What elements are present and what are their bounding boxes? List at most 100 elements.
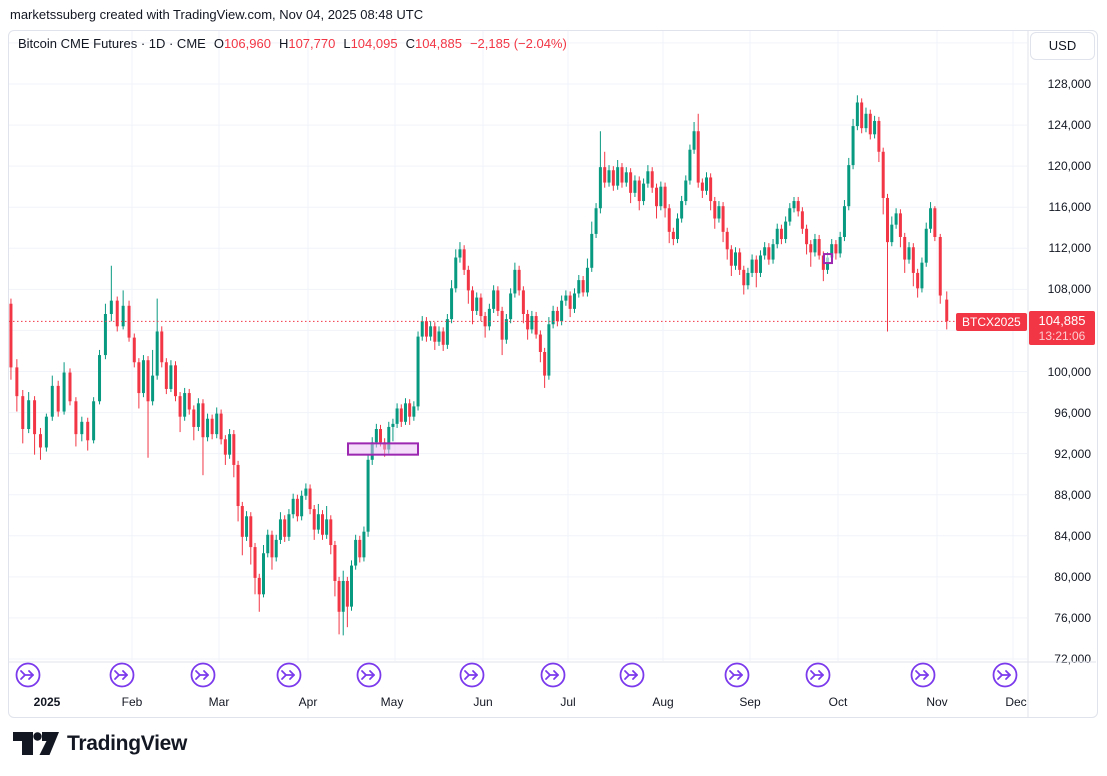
candle-body (590, 233, 594, 268)
candle-body (341, 580, 345, 612)
candle-body (308, 488, 312, 510)
candle-body (521, 290, 525, 314)
candle-body (98, 355, 102, 402)
time-axis-label: Jun (473, 695, 493, 709)
candle-body (629, 172, 633, 193)
candle-body (146, 360, 150, 402)
candle-body (420, 321, 424, 337)
candle-body (771, 244, 775, 260)
candle-body (813, 239, 817, 253)
candle-body (471, 290, 475, 311)
candle-body (62, 372, 66, 412)
candle-body (805, 228, 809, 245)
contract-rollover-icon[interactable] (910, 662, 936, 688)
candle-body (141, 360, 145, 394)
candle-body (659, 186, 663, 207)
candle-body (223, 439, 227, 455)
price-axis-label: 128,000 (1047, 77, 1091, 91)
candle-body (688, 149, 692, 181)
candle-body (847, 165, 851, 207)
candle-body (206, 418, 210, 438)
candle-body (763, 247, 767, 256)
candle-body (379, 429, 382, 443)
candle-body (684, 180, 688, 202)
candle-body (607, 170, 611, 183)
candle-body (266, 534, 270, 554)
price-axis-label: 124,000 (1047, 118, 1091, 133)
contract-rollover-icon[interactable] (619, 662, 645, 688)
contract-rollover-icon[interactable] (540, 662, 566, 688)
candle-body (21, 396, 25, 429)
price-axis-label: 96,000 (1054, 405, 1091, 420)
change-value: −2,185 (−2.04%) (469, 36, 567, 51)
symbol-title[interactable]: Bitcoin CME Futures · 1D · CME (18, 36, 206, 51)
candle-body (240, 506, 244, 537)
candle-body (564, 295, 568, 301)
candle-body (187, 393, 191, 410)
candle-body (572, 293, 576, 309)
contract-rollover-icon[interactable] (356, 662, 382, 688)
candle-body (132, 337, 136, 363)
candle-body (192, 409, 196, 427)
tradingview-logo[interactable]: TradingView (13, 731, 187, 757)
candle-body (725, 231, 729, 250)
candle-body (784, 221, 788, 240)
contract-rollover-icon[interactable] (276, 662, 302, 688)
candle-body (881, 151, 885, 198)
candle-body (15, 367, 19, 397)
candle-body (321, 514, 324, 535)
candle-body (219, 413, 223, 440)
price-axis-label: 88,000 (1054, 487, 1091, 502)
high-label: H (278, 36, 289, 51)
chart-legend[interactable]: Bitcoin CME Futures · 1D · CME O106,960 H1… (18, 36, 567, 51)
candle-body (547, 324, 551, 376)
highlight-rectangle[interactable] (347, 442, 419, 456)
time-axis-label: Sep (739, 695, 761, 709)
candle-body (717, 206, 721, 219)
candle-body (700, 182, 704, 191)
candle-body (809, 244, 813, 253)
candle-body (270, 534, 274, 558)
candle-body (676, 218, 679, 240)
chart-panel (8, 30, 1098, 718)
candle-body (9, 303, 13, 368)
square-marker[interactable] (823, 253, 833, 265)
candle-body (201, 403, 205, 438)
candle-body (416, 336, 420, 407)
contract-rollover-icon[interactable] (805, 662, 831, 688)
candle-body (160, 331, 164, 363)
candle-body (620, 167, 624, 183)
candle-body (433, 326, 437, 342)
currency-toggle-button[interactable]: USD (1030, 32, 1095, 60)
candle-body (667, 208, 671, 232)
candle-body (721, 206, 725, 232)
contract-rollover-icon[interactable] (459, 662, 485, 688)
contract-rollover-icon[interactable] (992, 662, 1018, 688)
candle-body (412, 406, 416, 417)
candle-body (300, 495, 304, 517)
candle-body (903, 236, 907, 260)
candle-body (534, 316, 538, 335)
candle-body (274, 539, 278, 558)
contract-rollover-icon[interactable] (724, 662, 750, 688)
candle-body (911, 247, 915, 273)
contract-rollover-icon[interactable] (190, 662, 216, 688)
candle-body (337, 580, 341, 612)
candle-body (183, 393, 187, 417)
contract-rollover-icon[interactable] (109, 662, 135, 688)
candle-body (325, 519, 329, 535)
candle-body (817, 239, 821, 256)
candle-body (399, 408, 403, 422)
candle-body (585, 267, 589, 293)
candle-body (842, 206, 846, 237)
open-label: O (213, 36, 224, 51)
candle-body (196, 403, 200, 427)
price-axis-label: 80,000 (1054, 569, 1091, 584)
candle-body (886, 197, 889, 243)
contract-rollover-icon[interactable] (15, 662, 41, 688)
candle-body (358, 539, 362, 558)
candle-body (232, 434, 236, 465)
candle-body (709, 177, 713, 202)
